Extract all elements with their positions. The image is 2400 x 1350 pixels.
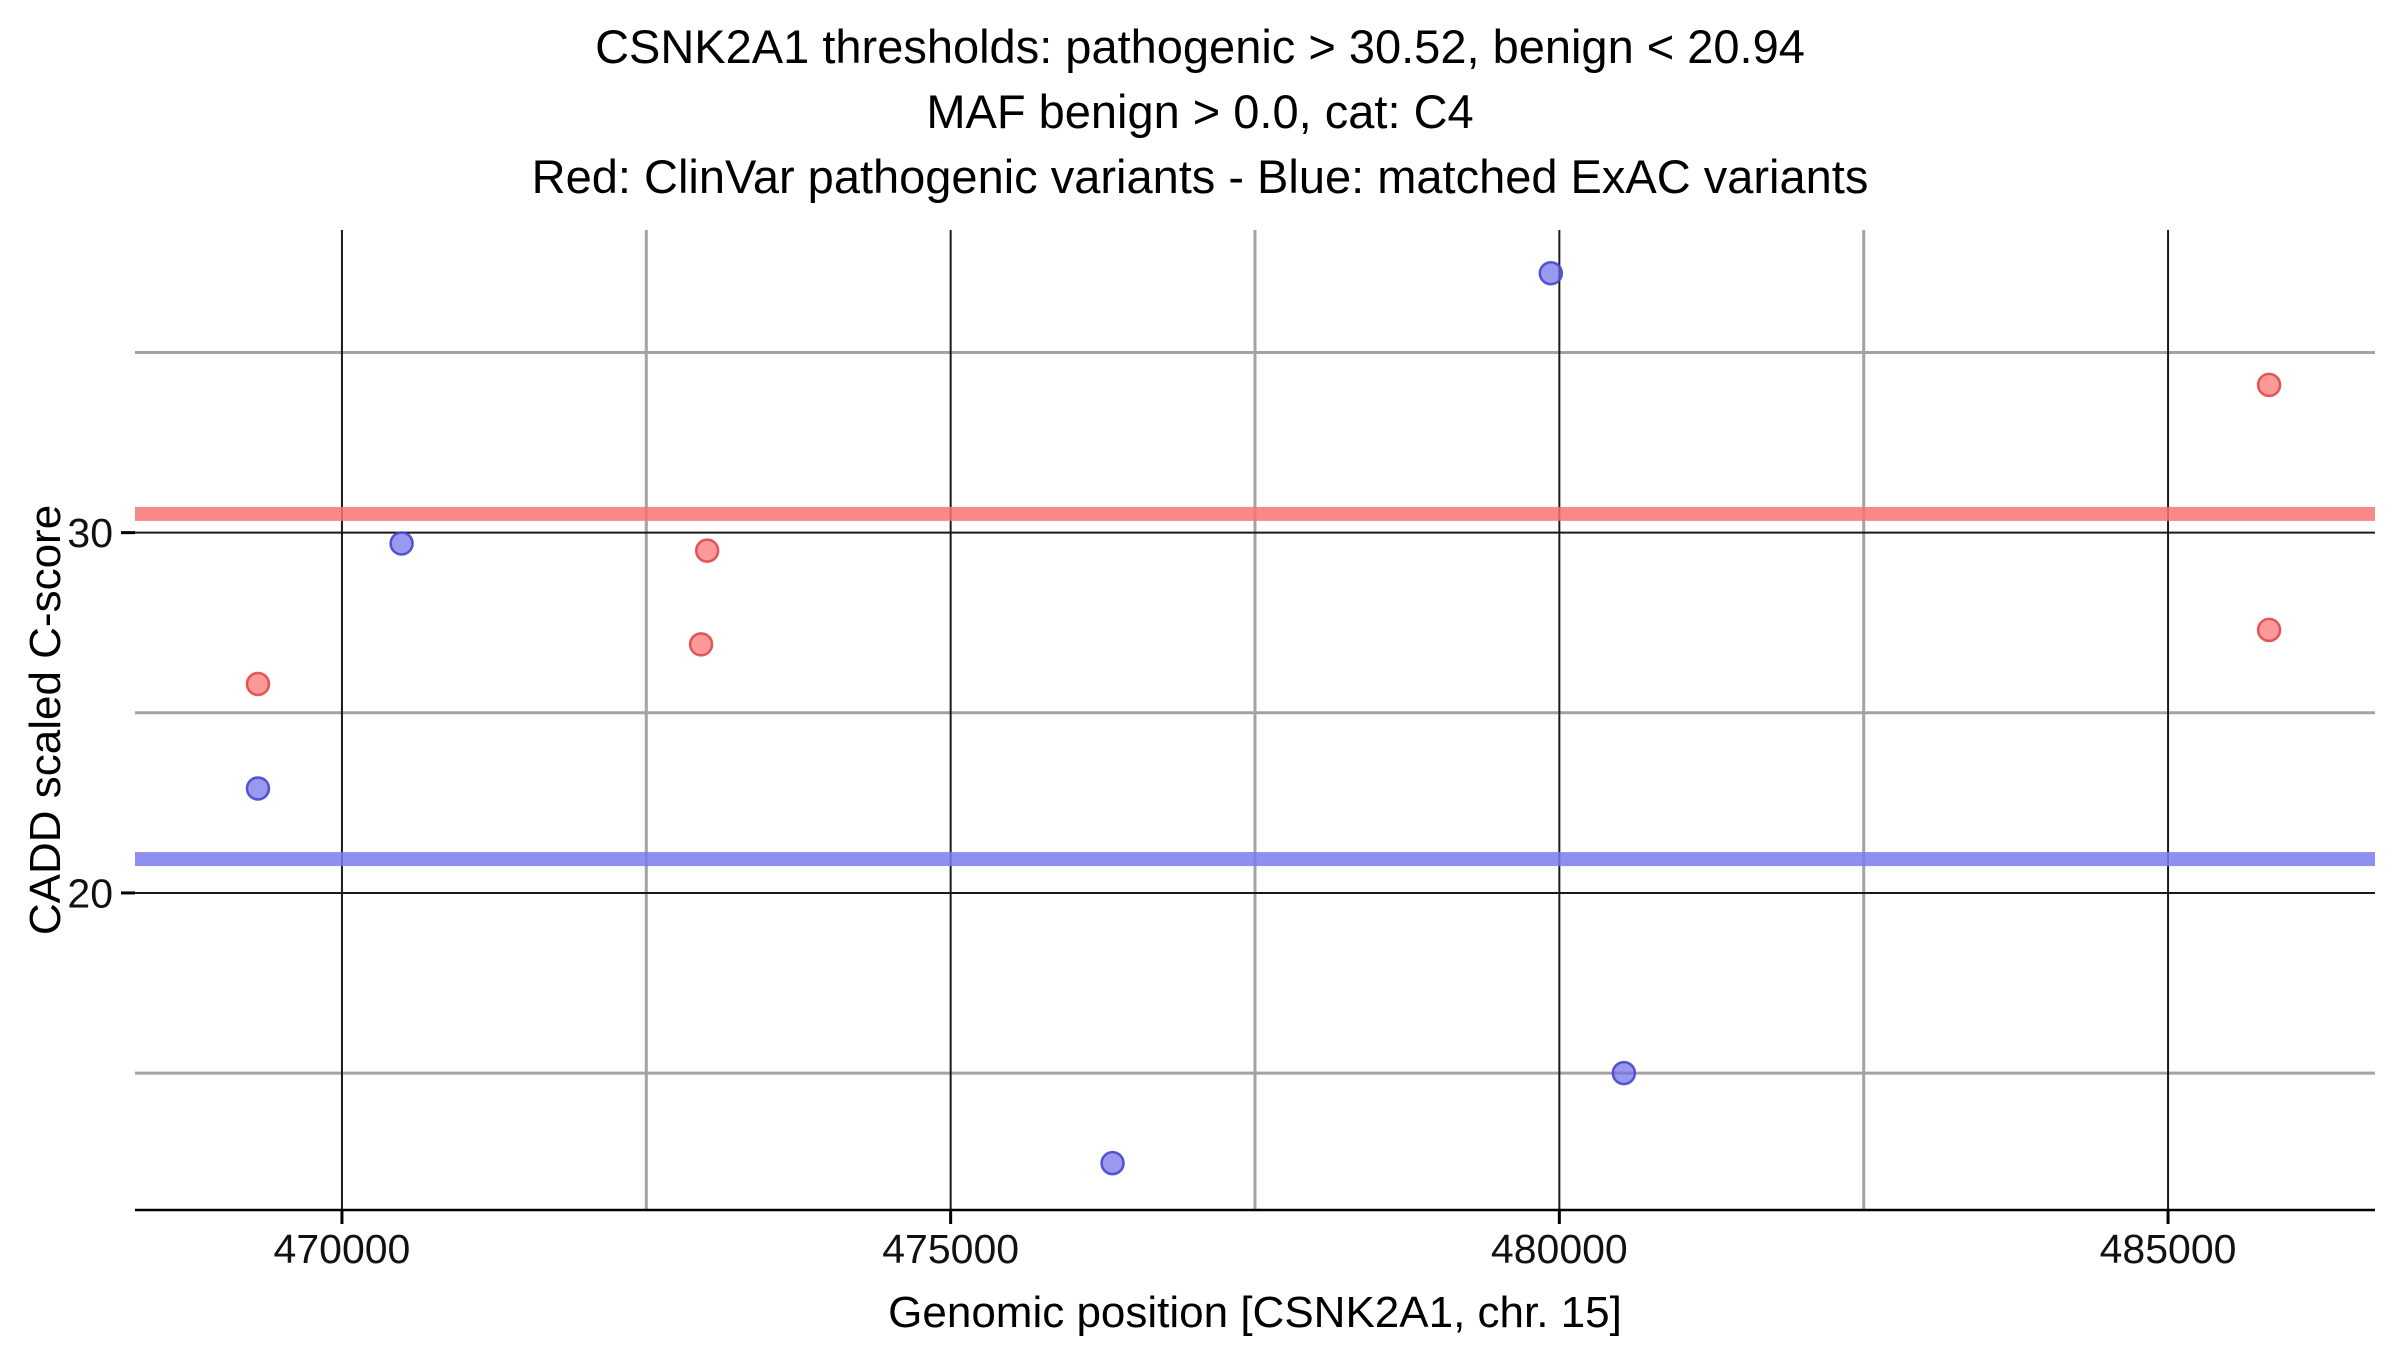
clinvar-pathogenic-point: [245, 671, 271, 697]
x-tick-label: 475000: [882, 1226, 1019, 1272]
title-line-1: CSNK2A1 thresholds: pathogenic > 30.52, …: [595, 20, 1805, 73]
x-tick-label: 485000: [2100, 1226, 2237, 1272]
clinvar-pathogenic-point: [694, 538, 720, 563]
exac-matched-point: [1611, 1060, 1637, 1086]
title-line-2: MAF benign > 0.0, cat: C4: [926, 85, 1474, 138]
x-axis-label: Genomic position [CSNK2A1, chr. 15]: [888, 1288, 1622, 1337]
clinvar-pathogenic-point: [2256, 617, 2282, 643]
x-tick-label: 480000: [1491, 1226, 1628, 1272]
clinvar-pathogenic-point: [688, 632, 714, 657]
pathogenic-threshold-band: [135, 506, 2375, 521]
exac-matched-point: [1538, 260, 1564, 286]
y-tick-label: 20: [67, 870, 113, 916]
exac-matched-point: [245, 776, 271, 801]
title-line-3: Red: ClinVar pathogenic variants - Blue:…: [531, 150, 1869, 203]
exac-matched-point: [389, 531, 414, 556]
clinvar-pathogenic-point: [2256, 372, 2282, 398]
exac-matched-point: [1100, 1150, 1125, 1176]
x-tick-label: 470000: [274, 1226, 411, 1272]
y-tick-label: 30: [67, 510, 113, 556]
chart-title-block: CSNK2A1 thresholds: pathogenic > 30.52, …: [0, 14, 2400, 209]
benign-threshold-band: [135, 852, 2375, 867]
